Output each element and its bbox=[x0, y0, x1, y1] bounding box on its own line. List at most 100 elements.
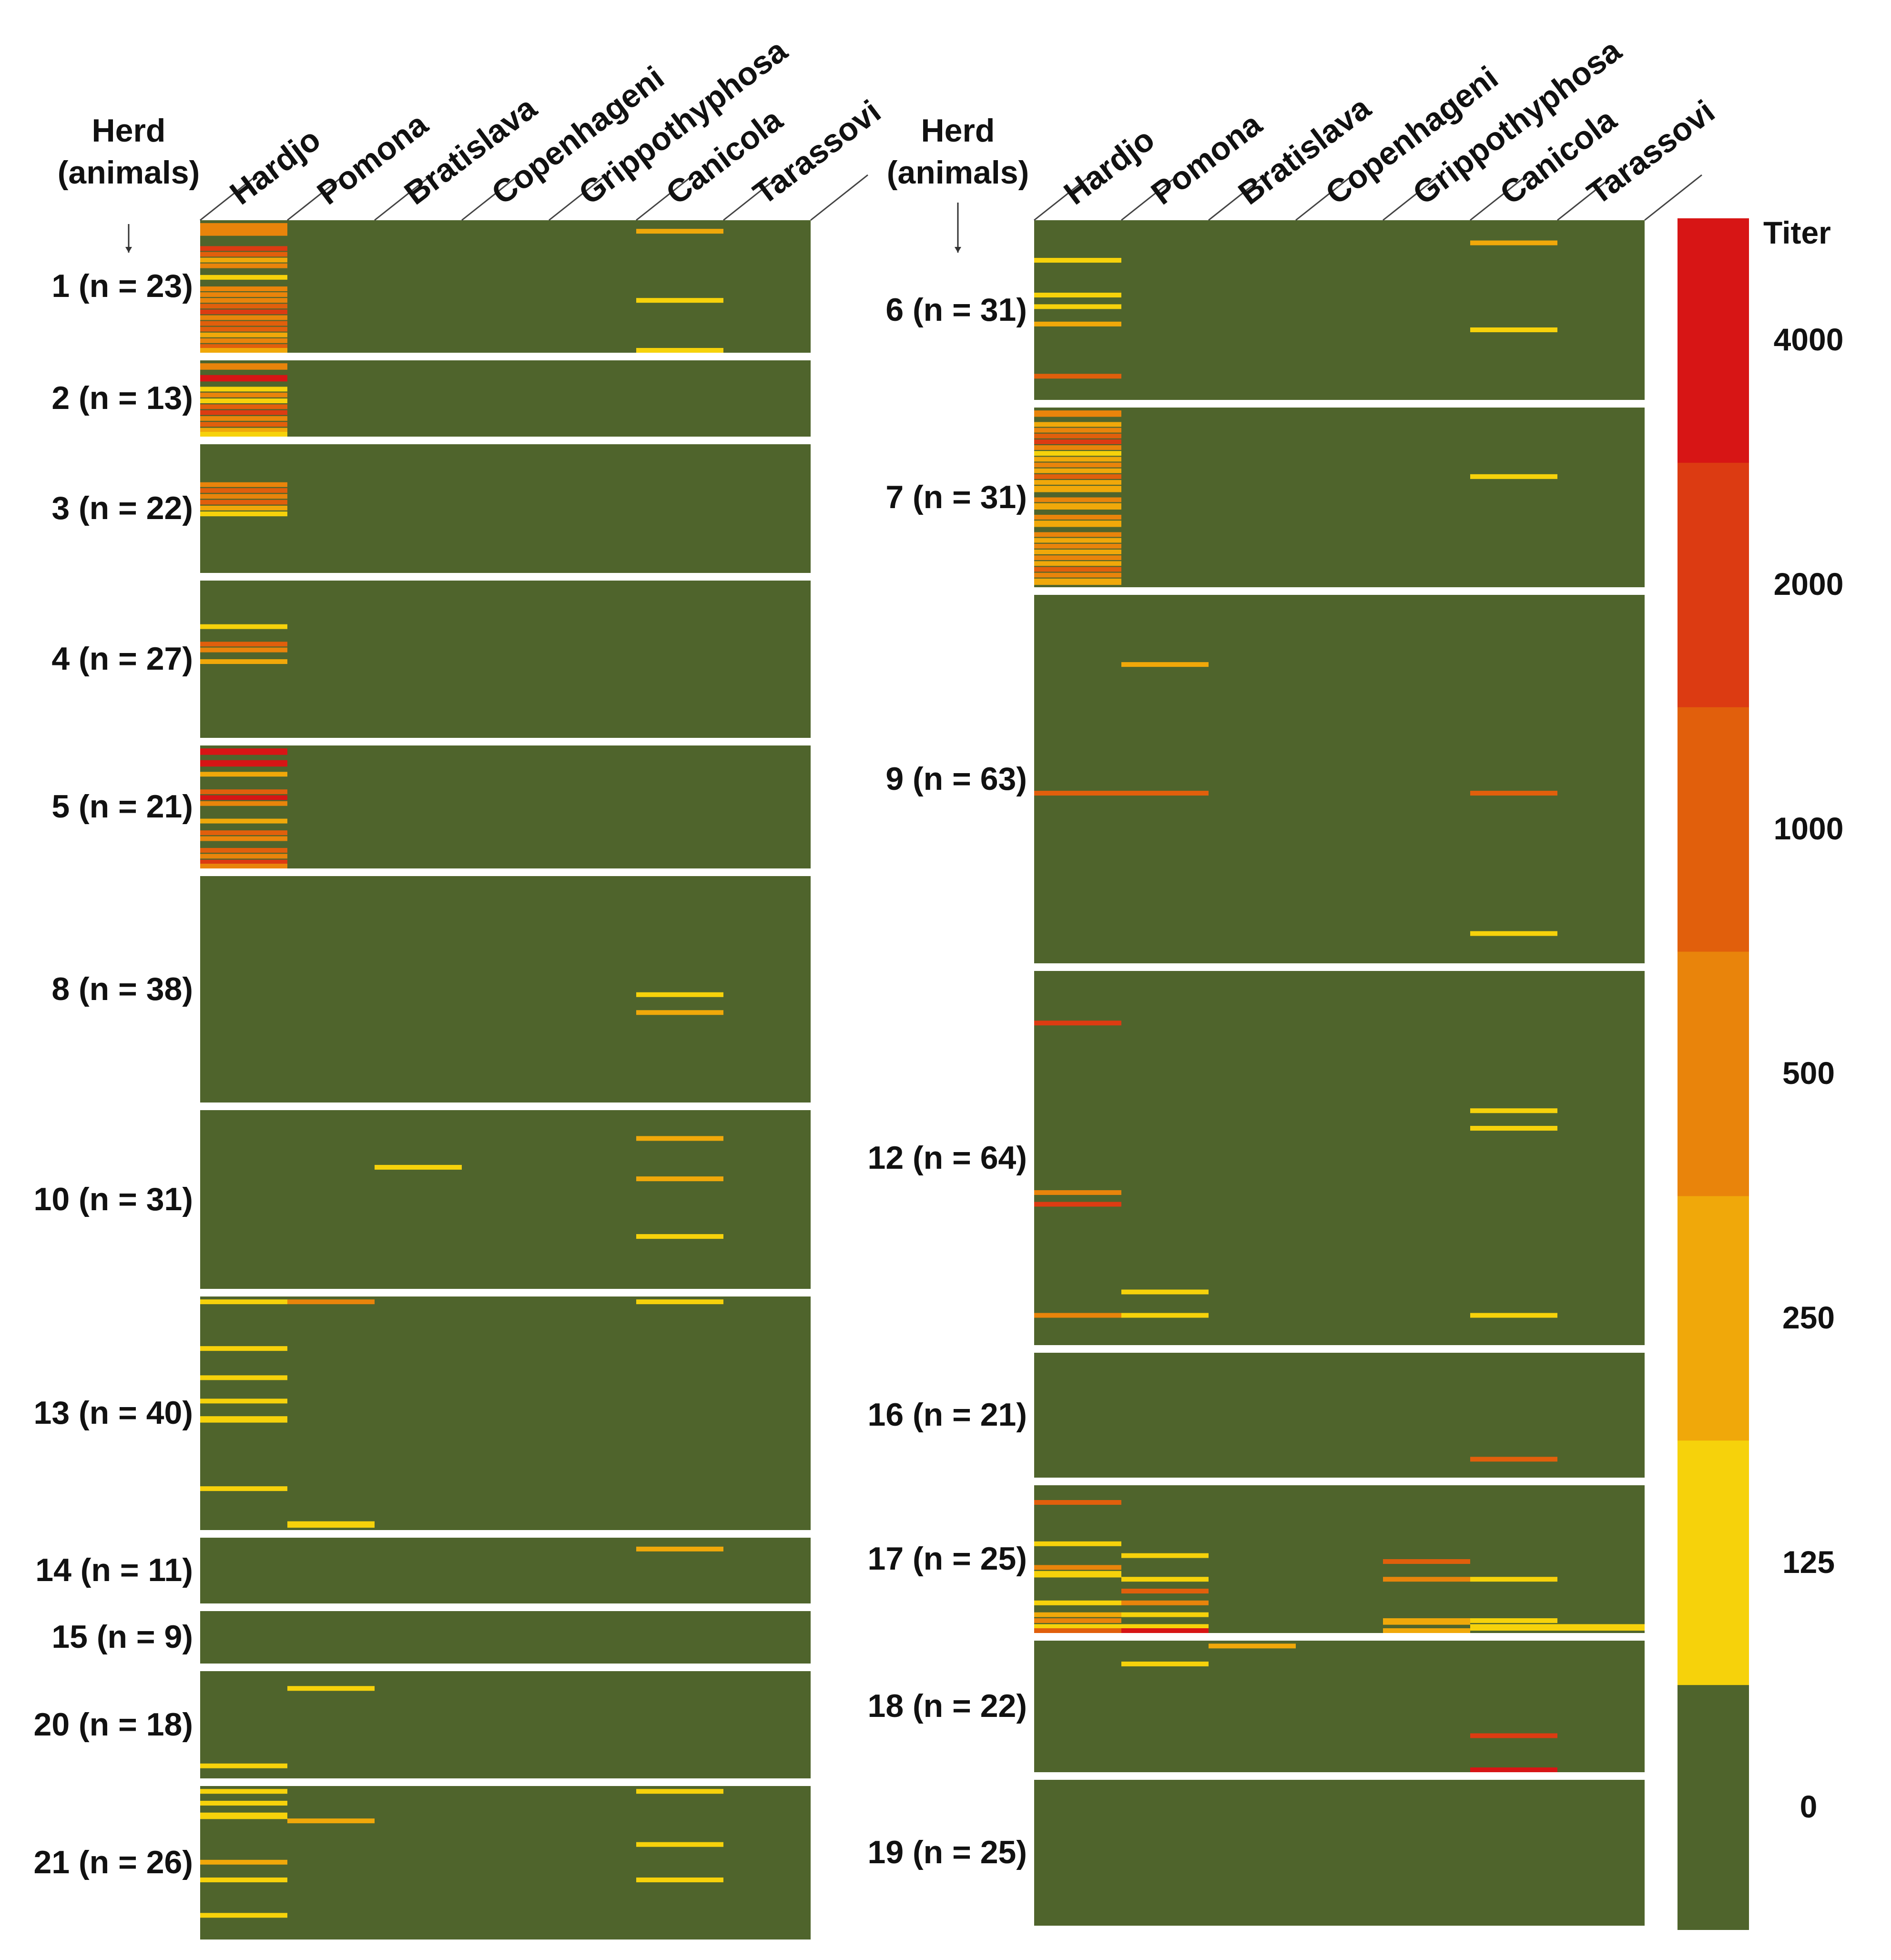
cell-herd7-hardjo bbox=[1034, 439, 1121, 444]
herd-label-6: 6 (n = 31) bbox=[885, 291, 1027, 328]
column-guide-end bbox=[810, 174, 868, 221]
cell-herd1-hardjo bbox=[200, 275, 287, 280]
herd-background-18 bbox=[1034, 1641, 1645, 1772]
colorbar-tick-1000: 1000 bbox=[1773, 811, 1844, 847]
cell-herd1-hardjo bbox=[200, 338, 287, 343]
column-guide-canicola bbox=[1470, 174, 1528, 221]
herd-background-17 bbox=[1034, 1485, 1645, 1633]
herd-block-6 bbox=[1034, 220, 1645, 400]
cell-herd17-canicola bbox=[1470, 1618, 1557, 1623]
cell-herd13-hardjo bbox=[200, 1375, 287, 1380]
herd-label-12: 12 (n = 64) bbox=[867, 1139, 1027, 1176]
herd-block-18 bbox=[1034, 1641, 1645, 1772]
cell-herd4-hardjo bbox=[200, 647, 287, 653]
herd-arrowhead-0 bbox=[125, 247, 132, 253]
herd-label-1: 1 (n = 23) bbox=[51, 268, 193, 304]
herd-label-16: 16 (n = 21) bbox=[867, 1397, 1027, 1433]
cell-herd17-canicola bbox=[1470, 1577, 1557, 1582]
cell-herd8-canicola bbox=[636, 1010, 723, 1015]
herd-background-4 bbox=[200, 581, 811, 738]
herd-label-3: 3 (n = 22) bbox=[51, 490, 193, 526]
herd-block-17 bbox=[1034, 1485, 1645, 1633]
cell-herd7-hardjo bbox=[1034, 451, 1121, 456]
cell-herd1-hardjo bbox=[200, 344, 287, 349]
cell-herd5-hardjo bbox=[200, 795, 287, 800]
cell-herd7-hardjo bbox=[1034, 543, 1121, 549]
cell-herd17-pomona bbox=[1121, 1612, 1209, 1617]
cell-herd13-hardjo bbox=[200, 1416, 287, 1423]
herd-block-4 bbox=[200, 581, 811, 738]
column-guide-grippothyphosa bbox=[1383, 174, 1441, 221]
cell-herd7-hardjo bbox=[1034, 497, 1121, 502]
colorbar-tick-500: 500 bbox=[1782, 1055, 1835, 1091]
cell-herd9-hardjo bbox=[1034, 791, 1121, 796]
cell-herd7-hardjo bbox=[1034, 462, 1121, 468]
colorbar-bin-250 bbox=[1678, 1196, 1749, 1441]
cell-herd17-grippothyphosa bbox=[1383, 1559, 1470, 1564]
cell-herd20-pomona bbox=[287, 1686, 375, 1691]
cell-herd1-hardjo bbox=[200, 332, 287, 337]
cell-herd12-hardjo bbox=[1034, 1021, 1121, 1026]
herd-label-4: 4 (n = 27) bbox=[51, 641, 193, 677]
colorbar-tick-2000: 2000 bbox=[1773, 566, 1844, 602]
herd-background-7 bbox=[1034, 408, 1645, 587]
herd-label-8: 8 (n = 38) bbox=[51, 970, 193, 1007]
cell-herd5-hardjo bbox=[200, 818, 287, 824]
cell-herd17-grippothyphosa bbox=[1383, 1577, 1470, 1582]
row-axis-title-left: Herd (animals) bbox=[57, 112, 200, 191]
cell-herd2-hardjo bbox=[200, 428, 287, 433]
herd-background-13 bbox=[200, 1296, 811, 1530]
cell-herd17-hardjo bbox=[1034, 1541, 1121, 1546]
cell-herd3-hardjo bbox=[200, 494, 287, 499]
cell-herd7-hardjo bbox=[1034, 514, 1121, 520]
herd-label-17: 17 (n = 25) bbox=[867, 1541, 1027, 1577]
colorbar-tick-0: 0 bbox=[1800, 1788, 1818, 1824]
herd-background-1 bbox=[200, 220, 811, 353]
cell-herd7-hardjo bbox=[1034, 538, 1121, 543]
column-guide-copenhageni bbox=[461, 174, 519, 221]
cell-herd6-canicola bbox=[1470, 327, 1557, 332]
cell-herd7-hardjo bbox=[1034, 549, 1121, 554]
cell-herd17-pomona bbox=[1121, 1577, 1209, 1582]
cell-herd7-hardjo bbox=[1034, 428, 1121, 433]
cell-herd17-tarassovi bbox=[1557, 1624, 1645, 1631]
cell-herd5-hardjo bbox=[200, 864, 287, 868]
cell-herd18-bratislava bbox=[1209, 1644, 1296, 1649]
column-guide-hardjo bbox=[1034, 174, 1092, 221]
cell-herd16-canicola bbox=[1470, 1457, 1557, 1462]
cell-herd1-hardjo bbox=[200, 327, 287, 332]
cell-herd17-canicola bbox=[1470, 1624, 1557, 1631]
colorbar-bin-4000 bbox=[1678, 218, 1749, 463]
herd-label-20: 20 (n = 18) bbox=[33, 1706, 193, 1743]
cell-herd21-canicola bbox=[636, 1789, 723, 1794]
colorbar-tick-4000: 4000 bbox=[1773, 322, 1844, 357]
herd-block-19 bbox=[1034, 1780, 1645, 1926]
cell-herd8-canicola bbox=[636, 992, 723, 997]
cell-herd3-hardjo bbox=[200, 505, 287, 510]
cell-herd1-hardjo bbox=[200, 246, 287, 251]
column-guide-pomona bbox=[287, 174, 345, 221]
cell-herd18-pomona bbox=[1121, 1661, 1209, 1666]
cell-herd9-pomona bbox=[1121, 662, 1209, 667]
cell-herd2-hardjo bbox=[200, 375, 287, 382]
cell-herd17-hardjo bbox=[1034, 1600, 1121, 1605]
herd-label-10: 10 (n = 31) bbox=[33, 1181, 193, 1217]
colorbar-bin-2000 bbox=[1678, 462, 1749, 708]
cell-herd12-pomona bbox=[1121, 1313, 1209, 1318]
cell-herd10-canicola bbox=[636, 1136, 723, 1141]
cell-herd5-hardjo bbox=[200, 748, 287, 755]
cell-herd2-hardjo bbox=[200, 422, 287, 427]
column-guide-copenhageni bbox=[1295, 174, 1353, 221]
column-guide-tarassovi bbox=[1557, 174, 1615, 221]
herd-background-6 bbox=[1034, 220, 1645, 400]
cell-herd17-hardjo bbox=[1034, 1612, 1121, 1617]
cell-herd1-hardjo bbox=[200, 223, 287, 236]
cell-herd2-hardjo bbox=[200, 432, 287, 437]
cell-herd17-hardjo bbox=[1034, 1500, 1121, 1505]
cell-herd21-hardjo bbox=[200, 1800, 287, 1806]
colorbar-bin-500 bbox=[1678, 951, 1749, 1197]
herd-block-9 bbox=[1034, 595, 1645, 963]
cell-herd7-hardjo bbox=[1034, 457, 1121, 462]
herd-label-9: 9 (n = 63) bbox=[885, 760, 1027, 797]
